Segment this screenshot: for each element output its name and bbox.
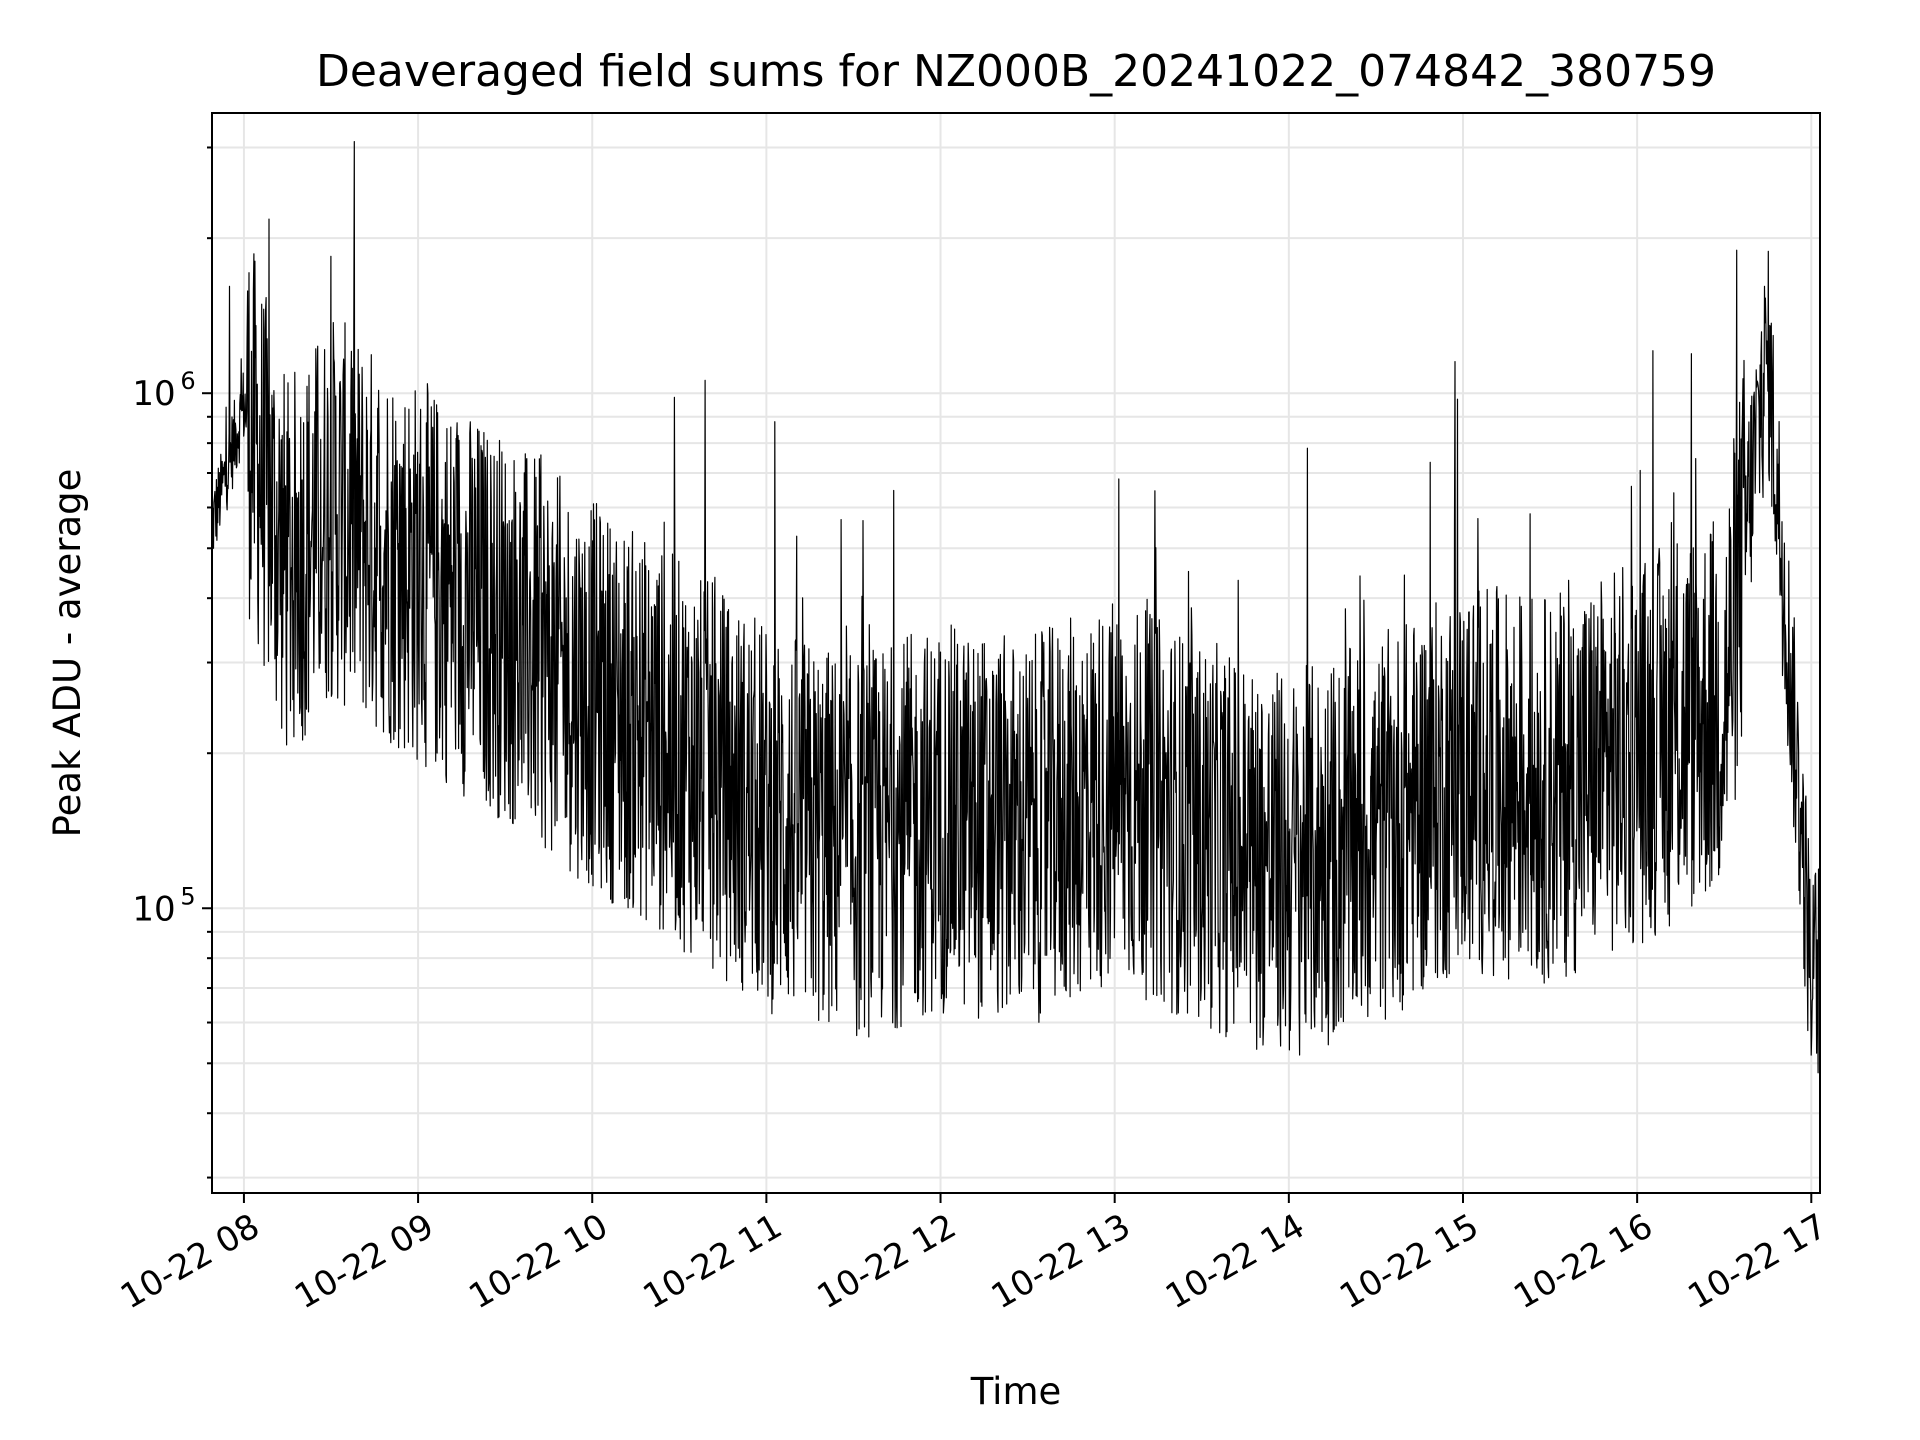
x-tick-label: 10-22 10 — [462, 1206, 614, 1317]
x-tick-label: 10-22 09 — [288, 1206, 440, 1317]
y-axis-label: Peak ADU - average — [46, 469, 89, 838]
grid — [212, 113, 1820, 1193]
y-tick-label: 10 — [132, 374, 175, 414]
x-tick-label: 10-22 13 — [985, 1206, 1137, 1317]
x-tick-label: 10-22 16 — [1507, 1206, 1659, 1317]
x-axis: 10-22 08 10-22 09 10-22 10 10-22 11 10-22 12… — [114, 1193, 1834, 1317]
x-axis-label: Time — [970, 1370, 1062, 1413]
chart-title: Deaveraged field sums for NZ000B_2024102… — [316, 46, 1716, 97]
y-tick-exponent: 6 — [180, 367, 195, 395]
series-line — [211, 141, 1821, 1074]
x-tick-label: 10-22 12 — [811, 1206, 963, 1317]
x-tick-label: 10-22 15 — [1333, 1206, 1485, 1317]
x-tick-label: 10-22 08 — [114, 1206, 266, 1317]
y-tick-exponent: 5 — [180, 882, 195, 910]
series-layer — [211, 141, 1821, 1074]
y-tick-label: 10 — [132, 889, 175, 929]
x-tick-label: 10-22 17 — [1681, 1206, 1833, 1317]
x-tick-label: 10-22 11 — [636, 1206, 788, 1317]
plot-frame — [211, 112, 1821, 1194]
x-tick-label: 10-22 14 — [1159, 1206, 1311, 1317]
